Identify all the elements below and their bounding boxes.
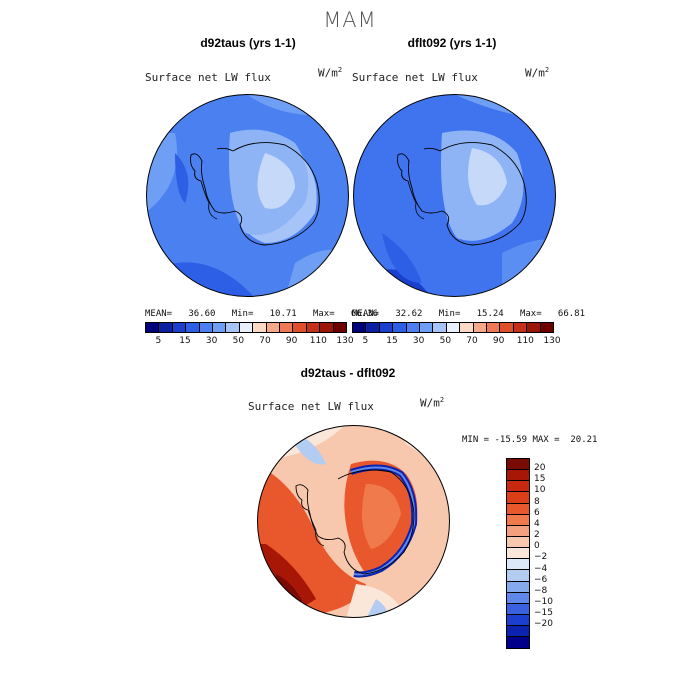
diff-colorbar-swatch: [507, 536, 529, 549]
colorbar-tick-label: 30: [205, 336, 218, 346]
colorbar-swatch: [213, 323, 227, 332]
colorbar-tick-label: 5: [155, 336, 162, 346]
panel1-case-title: d92taus (yrs 1-1): [200, 36, 296, 50]
diff-colorbar-tick-label: −2: [534, 552, 548, 563]
colorbar-swatch: [513, 323, 528, 332]
panel2-stats: MEAN= 32.62 Min= 15.24 Max= 66.81: [352, 309, 585, 319]
panel2-units-label: W/m2: [525, 66, 550, 80]
colorbar-swatch: [393, 323, 407, 332]
colorbar-swatch: [266, 323, 281, 332]
diff-colorbar-swatch: [507, 637, 529, 649]
diff-colorbar-swatch: [507, 481, 529, 493]
colorbar-swatch: [293, 323, 307, 332]
colorbar-tick-label: 15: [179, 336, 191, 346]
colorbar-swatch: [433, 323, 447, 332]
diff-colorbar-tick-label: 10: [534, 485, 546, 496]
diff-colorbar-swatch: [507, 626, 529, 638]
diff-colorbar-swatch: [507, 492, 529, 504]
colorbar-tick-label: 50: [439, 336, 452, 346]
diff-colorbar-tick-label: 8: [534, 496, 540, 507]
colorbar-tick-label: 70: [259, 336, 271, 346]
diff-colorbar-swatch: [507, 603, 529, 615]
diff-colorbar-tick-label: 15: [534, 474, 546, 485]
colorbar-tick-label: 70: [466, 336, 478, 346]
colorbar-swatch: [366, 323, 380, 332]
diff-colorbar-swatch: [507, 614, 529, 627]
diff-colorbar-tick-label: −6: [534, 574, 548, 585]
diff-units-label: W/m2: [420, 396, 445, 410]
colorbar-swatch: [146, 323, 160, 332]
colorbar-tick-label: 110: [309, 336, 327, 346]
diff-panel-title: d92taus - dflt092: [300, 366, 396, 380]
colorbar-tick-label: 30: [412, 336, 425, 346]
colorbar-swatch: [353, 323, 367, 332]
colorbar-swatch: [333, 323, 347, 332]
diff-colorbar-swatch: [507, 592, 529, 604]
colorbar-swatch: [186, 323, 200, 332]
panel2-variable-label: Surface net LW flux: [352, 71, 478, 84]
panel2-polar-map: [353, 94, 556, 297]
colorbar-swatch: [406, 323, 421, 332]
diff-colorbar-swatch: [507, 525, 529, 537]
diff-colorbar-swatch: [507, 581, 529, 593]
colorbar-tick-label: 130: [336, 336, 354, 346]
colorbar-swatch: [379, 323, 394, 332]
colorbar-tick-label: 15: [386, 336, 398, 346]
colorbar-swatch: [253, 323, 267, 332]
diff-colorbar-tick-label: −15: [534, 608, 553, 619]
colorbar-swatch: [159, 323, 173, 332]
colorbar-tick-label: 110: [516, 336, 534, 346]
panel2-case-title: dflt092 (yrs 1-1): [407, 36, 497, 50]
diff-colorbar-swatch: [507, 470, 529, 482]
panel1-colorbar: [145, 322, 347, 333]
diff-colorbar-tick-label: 20: [534, 463, 546, 474]
colorbar-tick-label: 130: [543, 336, 561, 346]
colorbar-swatch: [280, 323, 294, 332]
panel1-stats: MEAN= 36.60 Min= 10.71 Max= 66.36: [145, 309, 378, 319]
panel1-polar-map: [146, 94, 349, 297]
panel1-variable-label: Surface net LW flux: [145, 71, 271, 84]
colorbar-swatch: [306, 323, 321, 332]
colorbar-tick-label: 5: [362, 336, 369, 346]
panel2-colorbar: [352, 322, 554, 333]
colorbar-tick-label: 90: [492, 336, 505, 346]
colorbar-swatch: [487, 323, 501, 332]
diff-colorbar-swatch: [507, 548, 529, 560]
diff-colorbar-swatch: [507, 459, 529, 471]
season-title: MAM: [323, 8, 377, 32]
diff-colorbar-tick-label: −10: [534, 596, 553, 607]
diff-colorbar-tick-label: 6: [534, 507, 540, 518]
diff-colorbar-tick-label: 0: [534, 541, 540, 552]
diff-stats: MIN = -15.59 MAX = 20.21: [462, 435, 598, 445]
diff-colorbar-swatch: [507, 559, 529, 571]
diff-colorbar-swatch: [507, 570, 529, 582]
diff-colorbar-tick-label: −20: [534, 619, 553, 630]
panel1-units-label: W/m2: [318, 66, 343, 80]
diff-colorbar-swatch: [507, 503, 529, 515]
colorbar-swatch: [420, 323, 434, 332]
colorbar-swatch: [500, 323, 514, 332]
colorbar-swatch: [172, 323, 187, 332]
diff-colorbar-tick-label: −4: [534, 563, 548, 574]
colorbar-swatch: [473, 323, 488, 332]
diff-colorbar-swatch: [507, 514, 529, 526]
colorbar-swatch: [540, 323, 554, 332]
diff-colorbar: [506, 458, 530, 650]
colorbar-swatch: [527, 323, 541, 332]
diff-colorbar-tick-label: 2: [534, 530, 540, 541]
diff-polar-map: [257, 425, 450, 618]
colorbar-tick-label: 50: [232, 336, 245, 346]
diff-variable-label: Surface net LW flux: [248, 400, 374, 413]
diff-colorbar-tick-label: 4: [534, 518, 540, 529]
colorbar-swatch: [320, 323, 334, 332]
colorbar-swatch: [239, 323, 254, 332]
colorbar-swatch: [446, 323, 461, 332]
diff-colorbar-tick-label: −8: [534, 585, 548, 596]
colorbar-swatch: [460, 323, 474, 332]
colorbar-swatch: [199, 323, 214, 332]
colorbar-swatch: [226, 323, 240, 332]
colorbar-tick-label: 90: [285, 336, 298, 346]
